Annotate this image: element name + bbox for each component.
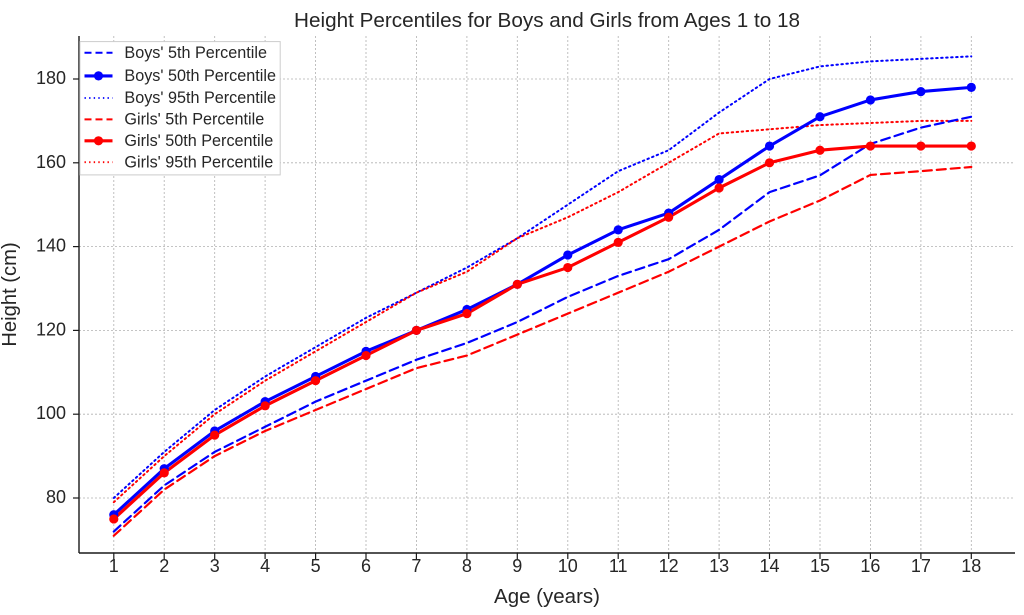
svg-text:2: 2 (159, 556, 169, 576)
svg-text:Height Percentiles for Boys an: Height Percentiles for Boys and Girls fr… (294, 9, 800, 32)
svg-text:Girls' 50th Percentile: Girls' 50th Percentile (124, 132, 273, 150)
svg-text:6: 6 (361, 556, 371, 576)
svg-text:140: 140 (36, 236, 66, 256)
svg-text:5: 5 (311, 556, 321, 576)
svg-text:15: 15 (810, 556, 830, 576)
svg-text:Boys' 50th Percentile: Boys' 50th Percentile (124, 67, 276, 85)
svg-text:12: 12 (659, 556, 679, 576)
svg-text:8: 8 (462, 556, 472, 576)
svg-text:14: 14 (759, 556, 779, 576)
svg-text:17: 17 (911, 556, 931, 576)
svg-text:10: 10 (558, 556, 578, 576)
svg-text:Girls' 95th Percentile: Girls' 95th Percentile (124, 153, 273, 171)
svg-text:16: 16 (860, 556, 880, 576)
svg-text:1: 1 (109, 556, 119, 576)
svg-text:18: 18 (961, 556, 981, 576)
svg-text:11: 11 (609, 556, 628, 576)
svg-text:4: 4 (260, 556, 270, 576)
svg-text:Age (years): Age (years) (494, 585, 600, 608)
svg-text:180: 180 (36, 68, 66, 88)
svg-text:Boys' 95th Percentile: Boys' 95th Percentile (124, 89, 276, 107)
svg-text:Girls' 5th Percentile: Girls' 5th Percentile (124, 111, 264, 129)
svg-text:3: 3 (210, 556, 220, 576)
svg-text:160: 160 (36, 152, 66, 172)
svg-text:120: 120 (36, 319, 66, 339)
svg-text:9: 9 (512, 556, 522, 576)
svg-text:Boys' 5th Percentile: Boys' 5th Percentile (124, 44, 267, 62)
svg-text:100: 100 (36, 403, 66, 423)
svg-text:Height (cm): Height (cm) (0, 242, 21, 346)
svg-text:80: 80 (46, 487, 66, 507)
svg-text:7: 7 (411, 556, 421, 576)
svg-text:13: 13 (709, 556, 729, 576)
